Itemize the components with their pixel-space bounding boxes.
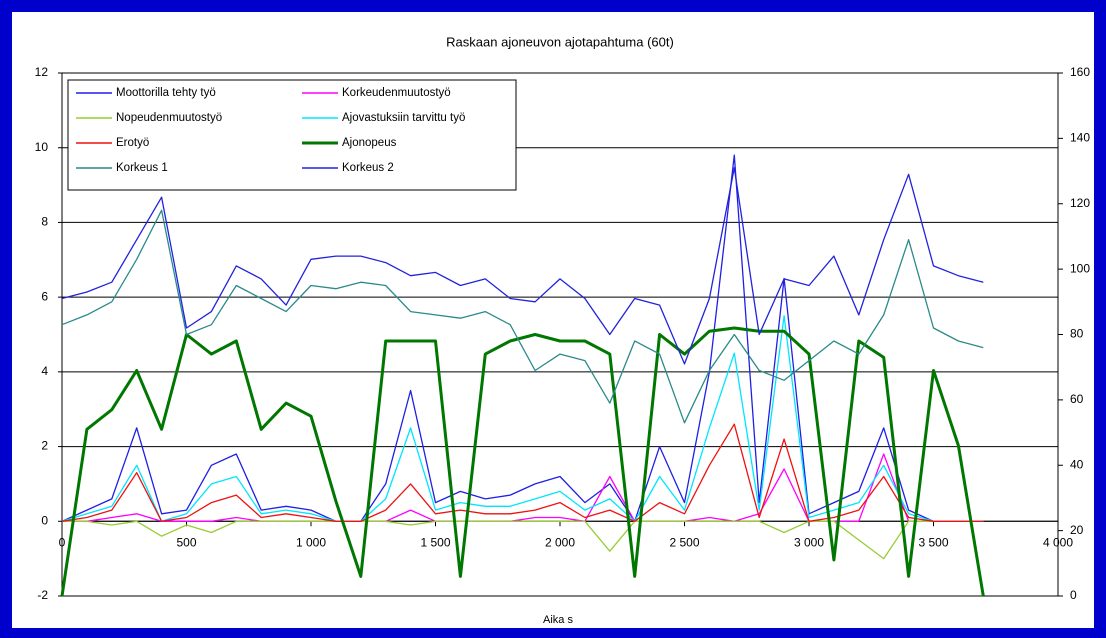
x-tick-label: 3 000: [794, 535, 824, 549]
legend-label: Korkeus 2: [342, 162, 394, 174]
series-line: [61, 167, 984, 365]
y2-tick-label: 80: [1070, 327, 1084, 341]
legend-label: Ajovastuksiin tarvittu työ: [342, 112, 465, 124]
y2-tick-label: 120: [1070, 196, 1090, 210]
x-tick-label: 4 000: [1043, 535, 1073, 549]
y2-tick-label: 40: [1070, 457, 1084, 471]
y2-tick-label: 140: [1070, 131, 1090, 145]
y-tick-label: 6: [41, 289, 48, 303]
y-tick-label: 8: [41, 215, 48, 229]
y-tick-label: 2: [41, 439, 48, 453]
y2-tick-label: 100: [1070, 261, 1090, 275]
series-line: [61, 209, 984, 424]
x-tick-label: 1 000: [296, 535, 326, 549]
series-line: [61, 315, 984, 522]
series-line: [61, 154, 984, 522]
x-tick-label: 500: [176, 535, 196, 549]
y2-tick-label: 0: [1070, 588, 1077, 602]
y-tick-label: 12: [35, 65, 49, 79]
x-tick-label: 2 000: [545, 535, 575, 549]
x-axis-label: Aika s: [543, 614, 573, 626]
y2-tick-label: 20: [1070, 523, 1084, 537]
y2-tick-label: 60: [1070, 392, 1084, 406]
legend-label: Erotyö: [116, 137, 149, 149]
x-tick-label: 3 500: [918, 535, 948, 549]
x-tick-label: 0: [59, 535, 66, 549]
y2-tick-label: 160: [1070, 65, 1090, 79]
series-line: [60, 326, 985, 597]
x-tick-label: 2 500: [669, 535, 699, 549]
y-tick-label: 4: [41, 364, 48, 378]
y-tick-label: -2: [37, 588, 48, 602]
x-tick-label: 1 500: [420, 535, 450, 549]
legend-label: Korkeudenmuutostyö: [342, 87, 451, 99]
legend-label: Korkeus 1: [116, 162, 168, 174]
y-tick-label: 10: [35, 140, 49, 154]
chart-title: Raskaan ajoneuvon ajotapahtuma (60t): [446, 34, 674, 49]
legend-label: Nopeudenmuutostyö: [116, 112, 222, 124]
legend-box: [67, 79, 517, 191]
legend-label: Ajonopeus: [342, 137, 397, 149]
legend-label: Moottorilla tehty työ: [116, 87, 216, 99]
y-tick-label: 0: [41, 513, 48, 527]
